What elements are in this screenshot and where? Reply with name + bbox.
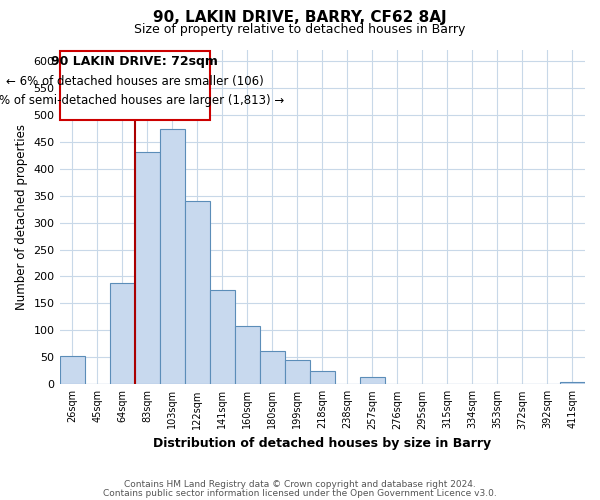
Bar [59, 356, 85, 384]
Bar [185, 201, 209, 384]
Bar [160, 130, 185, 384]
Text: 90, LAKIN DRIVE, BARRY, CF62 8AJ: 90, LAKIN DRIVE, BARRY, CF62 8AJ [153, 10, 447, 25]
Text: 94% of semi-detached houses are larger (1,813) →: 94% of semi-detached houses are larger (… [0, 94, 285, 106]
Bar [260, 351, 285, 384]
Y-axis label: Number of detached properties: Number of detached properties [15, 124, 28, 310]
Bar [310, 371, 335, 384]
Bar [285, 360, 310, 384]
Bar [235, 326, 260, 384]
Bar [209, 290, 235, 384]
Text: 90 LAKIN DRIVE: 72sqm: 90 LAKIN DRIVE: 72sqm [51, 55, 218, 68]
X-axis label: Distribution of detached houses by size in Barry: Distribution of detached houses by size … [153, 437, 491, 450]
Text: Contains HM Land Registry data © Crown copyright and database right 2024.: Contains HM Land Registry data © Crown c… [124, 480, 476, 489]
Text: Contains public sector information licensed under the Open Government Licence v3: Contains public sector information licen… [103, 488, 497, 498]
Bar [360, 378, 385, 384]
Text: ← 6% of detached houses are smaller (106): ← 6% of detached houses are smaller (106… [6, 75, 263, 88]
Bar [134, 152, 160, 384]
Bar [560, 382, 585, 384]
Bar [110, 283, 134, 384]
Text: Size of property relative to detached houses in Barry: Size of property relative to detached ho… [134, 22, 466, 36]
